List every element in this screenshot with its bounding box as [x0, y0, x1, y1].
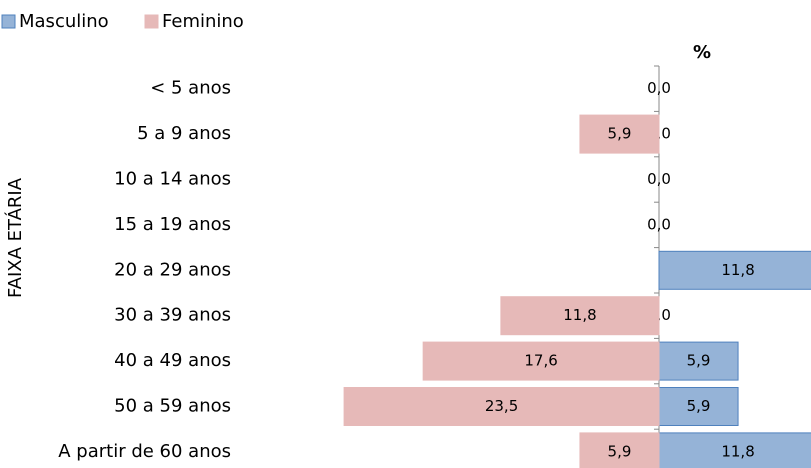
- bar: [422, 341, 660, 381]
- bar: [658, 432, 811, 468]
- bar: [343, 387, 660, 426]
- category-label: 30 a 39 anos: [114, 305, 231, 326]
- value-label: 0,0: [647, 170, 671, 188]
- value-label: 5,9: [608, 125, 632, 143]
- bar: [658, 387, 739, 426]
- category-label: 20 a 29 anos: [114, 259, 231, 280]
- value-label: 23,5: [485, 397, 518, 415]
- category-label: 40 a 49 anos: [114, 350, 231, 371]
- legend-label: Feminino: [162, 11, 244, 32]
- y-axis-title: FAIXA ETÁRIA: [4, 177, 26, 298]
- legend-label: Masculino: [19, 11, 109, 32]
- category-label: < 5 anos: [150, 78, 231, 99]
- value-label: 11,8: [563, 306, 596, 324]
- bar: [658, 250, 811, 290]
- bar: [579, 432, 660, 468]
- category-label: 50 a 59 anos: [114, 396, 231, 417]
- value-label: 17,6: [524, 352, 557, 370]
- axis-label: %: [693, 42, 711, 63]
- legend-swatch: [144, 14, 159, 29]
- bar: [658, 341, 739, 381]
- value-label: 5,9: [608, 442, 632, 460]
- value-label: 0,0: [647, 215, 671, 233]
- category-label: 15 a 19 anos: [114, 214, 231, 235]
- category-label: A partir de 60 anos: [58, 441, 231, 462]
- bar: [579, 114, 660, 154]
- value-label: 5,9: [687, 352, 711, 370]
- category-label: 10 a 14 anos: [114, 169, 231, 190]
- category-label: 5 a 9 anos: [137, 123, 231, 144]
- value-label: 11,8: [721, 261, 754, 279]
- legend-swatch: [1, 14, 16, 29]
- value-label: 0,0: [647, 79, 671, 97]
- bar: [500, 296, 660, 336]
- value-label: 5,9: [687, 397, 711, 415]
- value-label: 11,8: [721, 442, 754, 460]
